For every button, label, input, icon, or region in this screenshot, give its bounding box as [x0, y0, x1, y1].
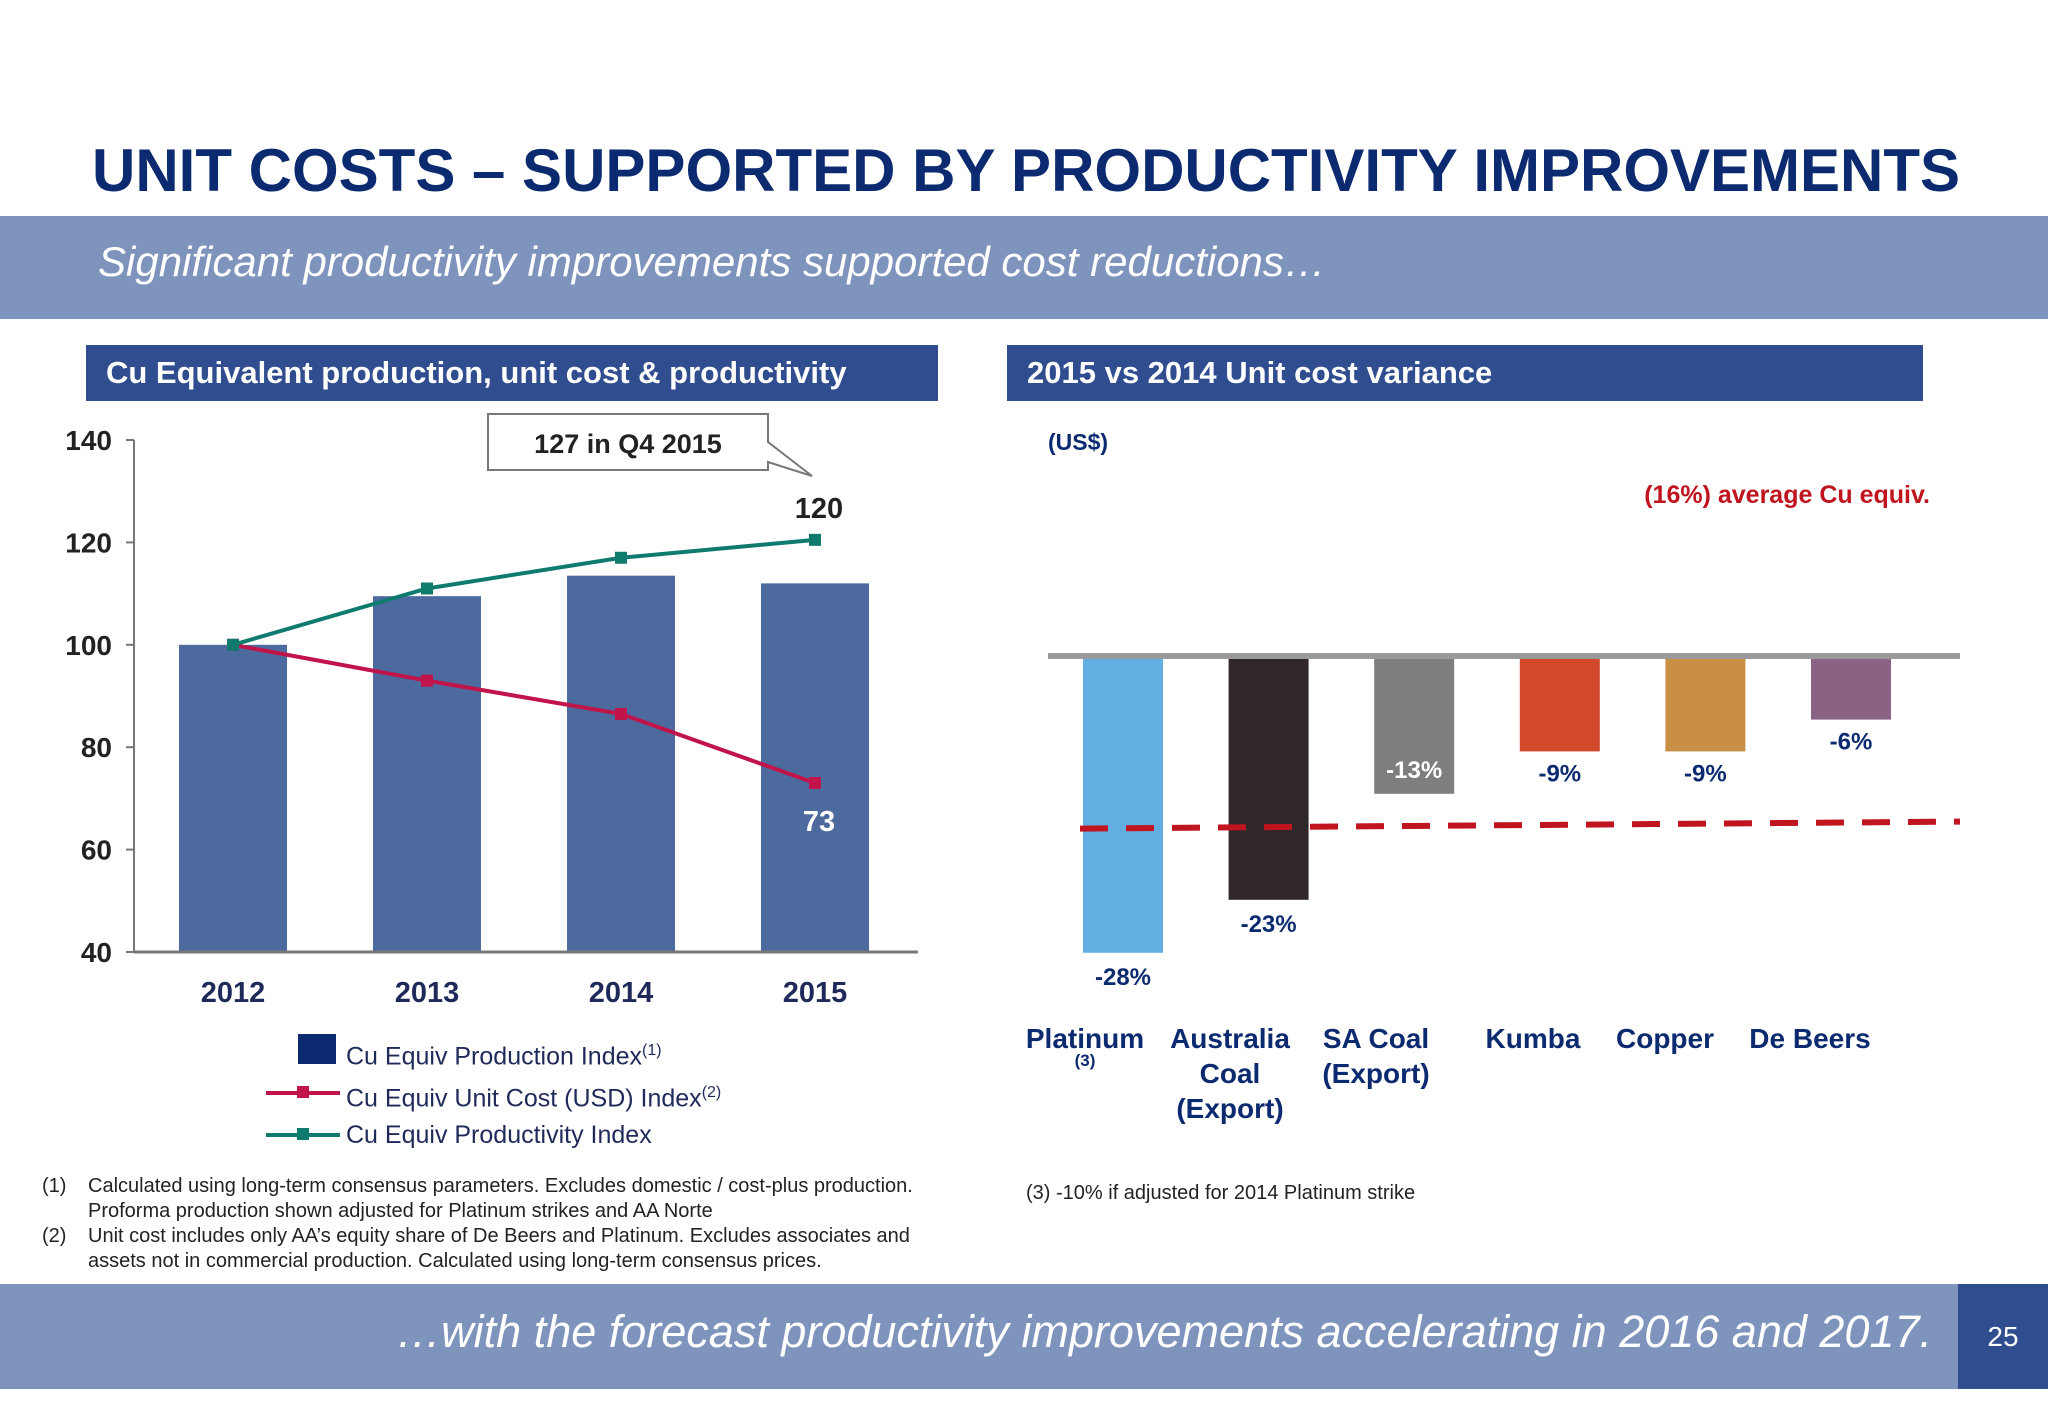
category-label: Kumba	[1486, 1023, 1581, 1054]
legend-item-production: Cu Equiv Production Index(1)	[266, 1030, 721, 1072]
page-title: UNIT COSTS – SUPPORTED BY PRODUCTIVITY I…	[92, 137, 1961, 204]
category-label: SA Coal	[1323, 1023, 1429, 1054]
category-label: (Export)	[1322, 1058, 1429, 1089]
bar-copper	[1665, 656, 1746, 752]
legend-item-productivity: Cu Equiv Productivity Index	[266, 1114, 721, 1156]
page-number: 25	[1958, 1284, 2048, 1389]
point-productivity-2012	[227, 638, 239, 651]
bar-platinum	[1083, 656, 1163, 953]
data-label: 120	[795, 493, 843, 525]
point-unit-cost-2013	[421, 674, 433, 687]
y-tick-label: 120	[65, 527, 112, 558]
x-tick-label: 2013	[395, 977, 460, 1009]
bar-australia-coal-export-	[1228, 656, 1309, 900]
legend-label-unit-cost: Cu Equiv Unit Cost (USD) Index	[346, 1084, 702, 1113]
footer-text: …with the forecast productivity improvem…	[396, 1306, 1932, 1357]
point-productivity-2014	[615, 551, 627, 564]
point-productivity-2013	[421, 582, 433, 595]
bar-production-2015	[761, 583, 869, 952]
data-label: 73	[803, 806, 835, 838]
y-tick-label: 60	[81, 835, 112, 866]
category-label: Copper	[1616, 1023, 1714, 1054]
x-tick-label: 2014	[589, 977, 654, 1009]
legend-marker-unit-cost	[297, 1086, 309, 1098]
y-tick-label: 100	[65, 630, 112, 661]
point-unit-cost-2014	[615, 707, 627, 720]
y-tick-label: 80	[81, 732, 112, 763]
category-label: Coal	[1200, 1058, 1261, 1089]
footnote-2: (2) Unit cost includes only AA’s equity …	[42, 1224, 942, 1274]
subtitle-band: Significant productivity improvements su…	[0, 216, 2048, 319]
footnote-text: Calculated using long-term consensus par…	[88, 1175, 913, 1222]
category-label: (Export)	[1176, 1093, 1283, 1124]
y-tick-label: 140	[65, 425, 112, 456]
footnote-number: (2)	[42, 1225, 67, 1247]
footnote-3: (3) -10% if adjusted for 2014 Platinum s…	[1026, 1182, 1416, 1204]
right-panel-header: 2015 vs 2014 Unit cost variance	[1007, 345, 1923, 401]
x-tick-label: 2015	[783, 977, 848, 1009]
footnotes: (1) Calculated using long-term consensus…	[42, 1174, 942, 1274]
unit-cost-variance-chart: (US$) (16%) average Cu equiv. -28% -23% -13%…	[1026, 429, 1961, 1124]
footnote-text: Unit cost includes only AA’s equity shar…	[88, 1225, 910, 1272]
bar-de-beers	[1811, 656, 1891, 720]
legend-item-unit-cost: Cu Equiv Unit Cost (USD) Index(2)	[266, 1072, 721, 1114]
category-label: Platinum	[1026, 1023, 1144, 1054]
point-unit-cost-2015	[809, 777, 821, 790]
unit-label: (US$)	[1048, 429, 1108, 455]
bar-sa-coal-export-	[1374, 656, 1455, 794]
x-tick-label: 2012	[201, 977, 266, 1009]
legend-swatch-production	[298, 1034, 336, 1064]
callout-box	[487, 413, 813, 477]
legend-sup-unit-cost: (2)	[701, 1084, 722, 1101]
category-label: Australia	[1170, 1023, 1290, 1054]
legend-sup-production: (1)	[642, 1042, 662, 1059]
bar-production-2012	[179, 644, 287, 952]
point-productivity-2015	[809, 533, 821, 546]
footer-band: …with the forecast productivity improvem…	[0, 1284, 1958, 1389]
line-productivity	[232, 537, 816, 647]
legend-marker-productivity	[297, 1128, 309, 1140]
footnote-1: (1) Calculated using long-term consensus…	[42, 1174, 942, 1224]
bar-value-label: -9%	[1538, 760, 1581, 787]
callout-text: 127 in Q4 2015	[534, 429, 722, 459]
footnote-number: (1)	[42, 1175, 67, 1197]
legend-label-productivity: Cu Equiv Productivity Index	[346, 1121, 652, 1149]
bar-kumba	[1519, 656, 1600, 752]
platinum-footnote-mark: (3)	[1075, 1051, 1096, 1070]
bar-production-2014	[567, 575, 675, 952]
bar-value-label: -6%	[1830, 729, 1873, 756]
left-chart-legend: Cu Equiv Production Index(1) Cu Equiv Un…	[266, 1030, 721, 1156]
average-label: (16%) average Cu equiv.	[1644, 481, 1930, 509]
bar-value-label: -13%	[1386, 757, 1442, 784]
average-reference-line	[1079, 818, 1961, 832]
line-unit-cost	[232, 642, 816, 785]
bar-value-label: -28%	[1095, 964, 1151, 991]
category-label: De Beers	[1749, 1023, 1870, 1054]
production-cost-productivity-chart: 40 60 80 100 120 140 2012 2013 2014 2015 120 73 127 …	[65, 413, 918, 1009]
bar-value-label: -9%	[1684, 760, 1727, 787]
y-tick-label: 40	[81, 937, 112, 968]
legend-label-production: Cu Equiv Production Index	[346, 1042, 643, 1071]
subtitle: Significant productivity improvements su…	[98, 238, 1326, 285]
bar-production-2013	[373, 596, 481, 952]
bar-value-label: -23%	[1241, 911, 1297, 938]
left-panel-header: Cu Equivalent production, unit cost & pr…	[86, 345, 938, 401]
